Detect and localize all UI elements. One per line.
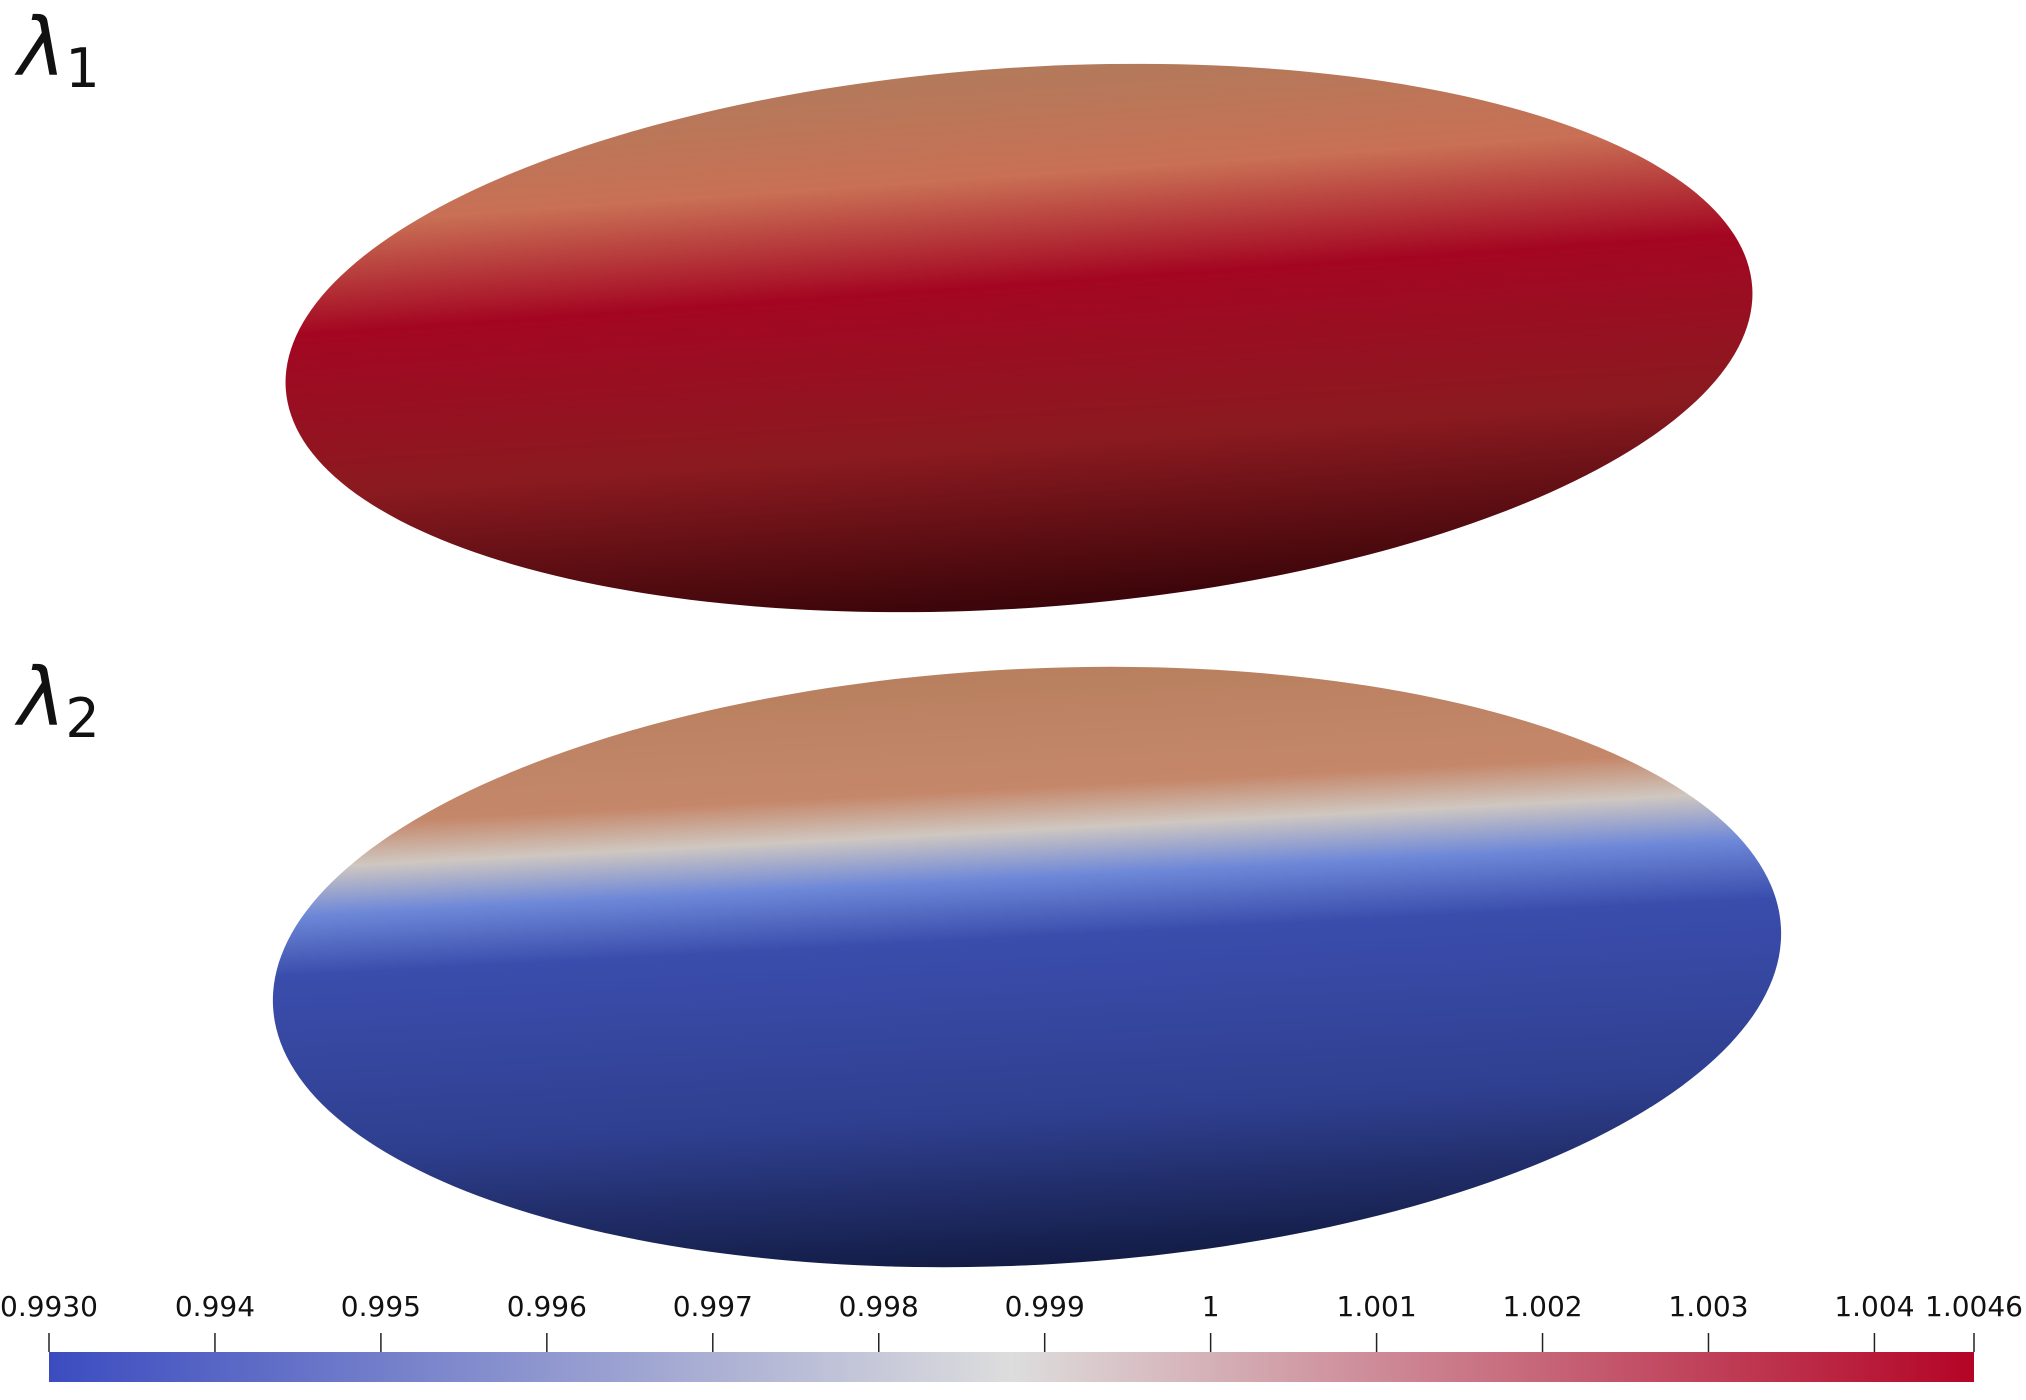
surface-lambda2 <box>272 666 1782 1268</box>
tick-label: 1.002 <box>1502 1290 1582 1323</box>
symbol: λ <box>14 651 65 744</box>
tick-label: 0.995 <box>341 1290 421 1323</box>
tick-label: 1.004 <box>1834 1290 1914 1323</box>
symbol: λ <box>14 1 65 94</box>
tick-label: 0.998 <box>839 1290 919 1323</box>
tick-label: 1.003 <box>1668 1290 1748 1323</box>
tick-label: 0.996 <box>507 1290 587 1323</box>
colorbar <box>49 1352 1974 1382</box>
panel-label: λ1 <box>14 1 100 100</box>
subscript: 1 <box>65 37 99 100</box>
tick-label: 0.9930 <box>0 1290 98 1323</box>
tick-label: 0.997 <box>673 1290 753 1323</box>
tick-label: 0.994 <box>175 1290 255 1323</box>
surface-lambda1 <box>285 63 1753 613</box>
subscript: 2 <box>65 687 99 750</box>
tick-label: 1.001 <box>1337 1290 1417 1323</box>
tick-label: 1.0046 <box>1925 1290 2023 1323</box>
panel-label: λ2 <box>14 651 100 750</box>
tick-label: 0.999 <box>1005 1290 1085 1323</box>
tick-label: 1 <box>1202 1290 1220 1323</box>
